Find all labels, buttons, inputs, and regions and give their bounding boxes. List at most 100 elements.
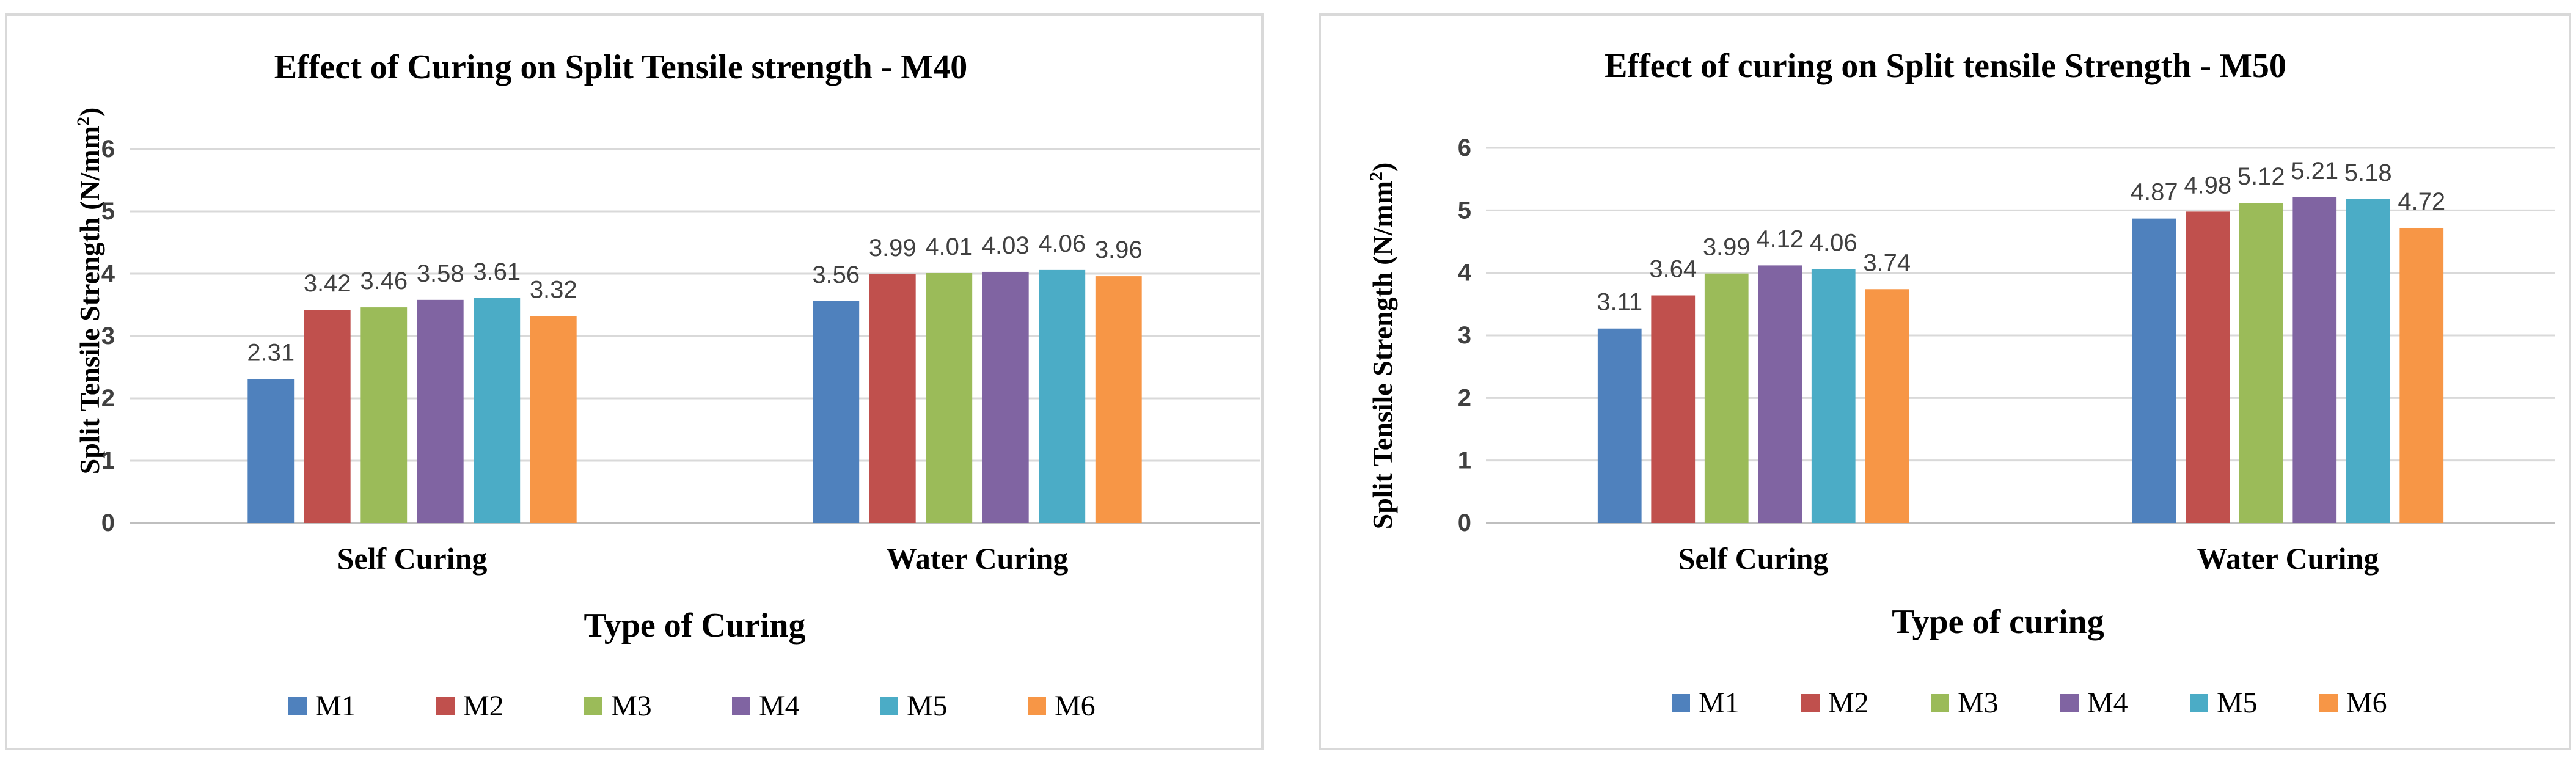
legend-label-m5: M5 (907, 690, 948, 722)
bar-m3-water (2239, 203, 2283, 523)
bar-m1-self (247, 379, 295, 523)
y-tick-label: 3 (101, 323, 115, 349)
bar-m2-water (2186, 211, 2230, 523)
bar-m2-self (1651, 295, 1696, 523)
chart-title: Effect of Curing on Split Tensile streng… (274, 48, 968, 86)
data-label: 3.61 (473, 258, 521, 285)
chart-title: Effect of curing on Split tensile Streng… (1605, 47, 2286, 85)
chart-panel-m40: Effect of Curing on Split Tensile streng… (5, 13, 1264, 750)
legend-swatch-m2 (436, 697, 455, 715)
bar-m6-water (2399, 227, 2444, 523)
bar-m3-self (360, 307, 408, 523)
chart-m50: Effect of curing on Split tensile Streng… (1366, 47, 2555, 719)
legend-swatch-m2 (1801, 694, 1820, 712)
gridlines (1486, 147, 2555, 462)
bar-m2-self (304, 310, 351, 523)
data-label: 4.98 (2184, 172, 2231, 199)
y-tick-label: 4 (1458, 260, 1472, 287)
bar-m6-self (1865, 289, 1909, 523)
legend-label-m3: M3 (1958, 687, 1999, 719)
legend-label-m4: M4 (2087, 687, 2128, 719)
y-axis-label: Split Tensile Strength (N/mm2) (73, 108, 105, 475)
legend-label-m3: M3 (611, 690, 652, 722)
bar-m4-water (2292, 197, 2337, 523)
x-axis-label: Type of Curing (584, 607, 806, 645)
legend-swatch-m6 (1028, 697, 1046, 715)
legend-swatch-m3 (584, 697, 602, 715)
gridlines (130, 148, 1260, 462)
legend-swatch-m5 (2190, 694, 2208, 712)
y-tick-label: 3 (1458, 322, 1471, 349)
y-tick-label: 4 (101, 260, 115, 287)
chart-panel-m50: Effect of curing on Split tensile Streng… (1319, 13, 2571, 750)
bar-m6-self (530, 316, 577, 523)
data-label: 3.32 (530, 276, 577, 303)
y-tick-label: 6 (1458, 134, 1471, 161)
y-tick-label: 0 (1458, 510, 1471, 536)
y-tick-label: 1 (101, 447, 115, 474)
legend-swatch-m1 (1672, 694, 1690, 712)
bar-m3-water (926, 272, 973, 523)
category-label: Water Curing (2197, 541, 2379, 576)
bar-m4-water (982, 271, 1029, 523)
legend-label-m6: M6 (2346, 687, 2387, 719)
data-label: 4.01 (925, 233, 973, 260)
data-label: 3.42 (304, 270, 351, 297)
data-label: 3.99 (1703, 234, 1751, 261)
y-tick-label: 2 (101, 385, 115, 412)
legend-label-m1: M1 (1699, 687, 1740, 719)
category-label: Water Curing (887, 541, 1069, 576)
data-label: 3.99 (869, 235, 917, 261)
legend-label-m5: M5 (2217, 687, 2258, 719)
x-axis-label: Type of curing (1892, 603, 2104, 641)
legend-label-m4: M4 (759, 690, 800, 722)
data-label: 3.56 (812, 261, 860, 288)
category-label: Self Curing (1678, 541, 1829, 576)
data-label: 5.21 (2291, 158, 2338, 185)
y-tick-label: 5 (101, 198, 115, 225)
bar-m1-self (1597, 328, 1642, 523)
y-tick-label: 0 (101, 510, 115, 536)
bar-m2-water (869, 274, 916, 523)
y-tick-label: 5 (1458, 197, 1471, 224)
legend-swatch-m1 (288, 697, 307, 715)
bar-m5-water (1039, 269, 1086, 523)
legend-swatch-m4 (2060, 694, 2079, 712)
legend-label-m1: M1 (315, 690, 356, 722)
y-tick-label: 6 (101, 136, 115, 163)
data-label: 3.46 (360, 268, 408, 294)
chart-m40: Effect of Curing on Split Tensile streng… (73, 48, 1260, 722)
bar-m5-self (474, 298, 521, 523)
data-label: 4.06 (1810, 230, 1857, 257)
bar-m6-water (1095, 276, 1142, 523)
bar-m4-self (417, 299, 464, 523)
data-label: 3.58 (417, 260, 464, 287)
data-label: 4.72 (2398, 188, 2445, 215)
data-label: 3.64 (1649, 256, 1697, 283)
y-axis-label: Split Tensile Strength (N/mm2) (1366, 163, 1398, 530)
legend-label-m2: M2 (1828, 687, 1869, 719)
bar-m5-self (1811, 269, 1856, 523)
data-label: 5.18 (2344, 159, 2392, 186)
legend-label-m6: M6 (1055, 690, 1096, 722)
data-label: 3.96 (1095, 236, 1143, 263)
data-label: 4.03 (982, 232, 1030, 259)
data-label: 4.12 (1756, 225, 1804, 252)
data-label: 3.11 (1597, 289, 1642, 316)
bar-m1-water (813, 301, 860, 523)
legend-label-m2: M2 (463, 690, 504, 722)
legend-swatch-m3 (1931, 694, 1949, 712)
bar-m1-water (2132, 218, 2176, 523)
data-label: 4.87 (2131, 179, 2178, 206)
data-label: 5.12 (2238, 163, 2285, 190)
bar-m5-water (2346, 199, 2390, 523)
y-tick-label: 2 (1458, 384, 1471, 411)
data-label: 4.06 (1038, 230, 1086, 257)
legend-swatch-m5 (880, 697, 898, 715)
legend-swatch-m4 (732, 697, 750, 715)
bar-m4-self (1758, 265, 1802, 523)
legend-swatch-m6 (2319, 694, 2338, 712)
bar-m3-self (1704, 273, 1749, 523)
data-label: 2.31 (247, 339, 295, 366)
category-label: Self Curing (337, 541, 488, 576)
